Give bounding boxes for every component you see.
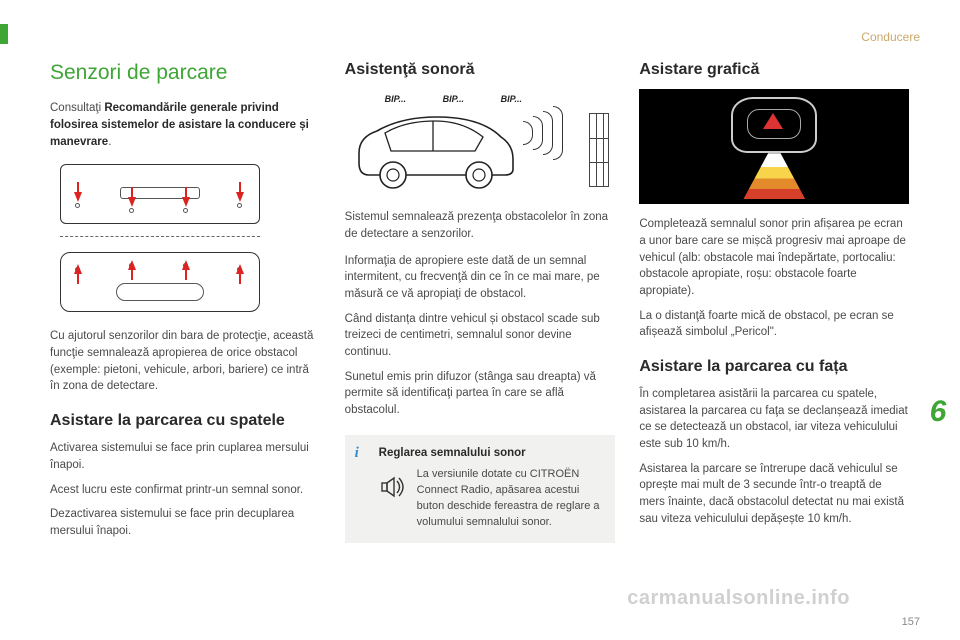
beep-label: BIP... — [385, 93, 406, 106]
audio-p3: Când distanța dintre vehicul și obstacol… — [345, 311, 616, 361]
sensor-arrow-icon — [74, 192, 82, 202]
rear-p3: Dezactivarea sistemului se face prin dec… — [50, 506, 321, 539]
rear-p2: Acest lucru este confirmat printr-un sem… — [50, 482, 321, 499]
sensor-arrow-icon — [236, 264, 244, 274]
bumper-sensor-diagram — [50, 158, 270, 318]
info-box: i Reglarea semnalului sonor La versiunil… — [345, 435, 616, 543]
front-bumper-outline — [60, 164, 260, 224]
graphic-p1: Completează semnalul sonor prin afișarea… — [639, 216, 910, 299]
page-content: Senzori de parcare Consultaţi Recomandăr… — [50, 58, 910, 600]
intro-paragraph: Consultaţi Recomandările generale privin… — [50, 100, 321, 150]
audio-p2: Informaţia de apropiere este dată de un … — [345, 253, 616, 303]
bumper-divider-line — [60, 236, 260, 237]
column-2: Asistenţă sonoră BIP... BIP... BIP... Si… — [345, 58, 616, 600]
warning-triangle-icon — [763, 113, 783, 129]
intro-tail: . — [108, 136, 111, 148]
wall-obstacle-icon — [589, 113, 609, 187]
graphic-assist-heading: Asistare grafică — [639, 58, 910, 81]
page-accent-bar — [0, 24, 8, 44]
info-box-title: Reglarea semnalului sonor — [379, 445, 604, 462]
rear-bumper-outline — [60, 252, 260, 312]
rear-trunk-handle — [116, 283, 203, 301]
sensor-arrow-icon — [182, 260, 190, 270]
sensor-dot — [237, 203, 242, 208]
column-3: Asistare grafică Completează semnalul so… — [639, 58, 910, 600]
front-parking-heading: Asistare la parcarea cu fața — [639, 355, 910, 378]
bumper-caption: Cu ajutorul senzorilor din bara de prote… — [50, 328, 321, 395]
intro-lead: Consultaţi — [50, 102, 104, 114]
front-p1: În completarea asistării la parcarea cu … — [639, 386, 910, 453]
chapter-number: 6 — [922, 395, 954, 429]
audio-p4: Sunetul emis prin difuzor (stânga sau dr… — [345, 369, 616, 419]
sensor-arrow-icon — [128, 260, 136, 270]
sensor-dot — [129, 208, 134, 213]
info-box-text: La versiunile dotate cu CITROËN Connect … — [417, 467, 604, 531]
car-side-icon — [351, 107, 521, 197]
chapter-sidebar: 6 — [922, 395, 954, 429]
sensor-arrow-icon — [182, 197, 190, 207]
front-p2: Asistarea la parcare se întrerupe dacă v… — [639, 461, 910, 528]
audio-p1: Sistemul semnalează prezenţa obstacolelo… — [345, 209, 616, 242]
beep-label: BIP... — [443, 93, 464, 106]
column-1: Senzori de parcare Consultaţi Recomandăr… — [50, 58, 321, 600]
graphic-assist-screen — [639, 89, 909, 204]
main-title: Senzori de parcare — [50, 58, 321, 88]
sensor-arrow-icon — [128, 197, 136, 207]
audio-assist-heading: Asistenţă sonoră — [345, 58, 616, 81]
proximity-cone-icon — [743, 153, 805, 199]
beep-label: BIP... — [501, 93, 522, 106]
rear-parking-heading: Asistare la parcarea cu spatele — [50, 409, 321, 432]
sensor-arrow-icon — [236, 192, 244, 202]
sensor-arrow-icon — [74, 264, 82, 274]
audio-beep-diagram: BIP... BIP... BIP... — [345, 89, 615, 199]
info-i-icon: i — [355, 443, 359, 465]
sensor-dot — [75, 203, 80, 208]
speaker-adjust-icon — [379, 467, 407, 507]
rear-p1: Activarea sistemului se face prin cuplar… — [50, 440, 321, 473]
sensor-dot — [183, 208, 188, 213]
graphic-p2: La o distanţă foarte mică de obstacol, p… — [639, 308, 910, 341]
section-header-label: Conducere — [861, 30, 920, 44]
page-number: 157 — [902, 616, 920, 628]
